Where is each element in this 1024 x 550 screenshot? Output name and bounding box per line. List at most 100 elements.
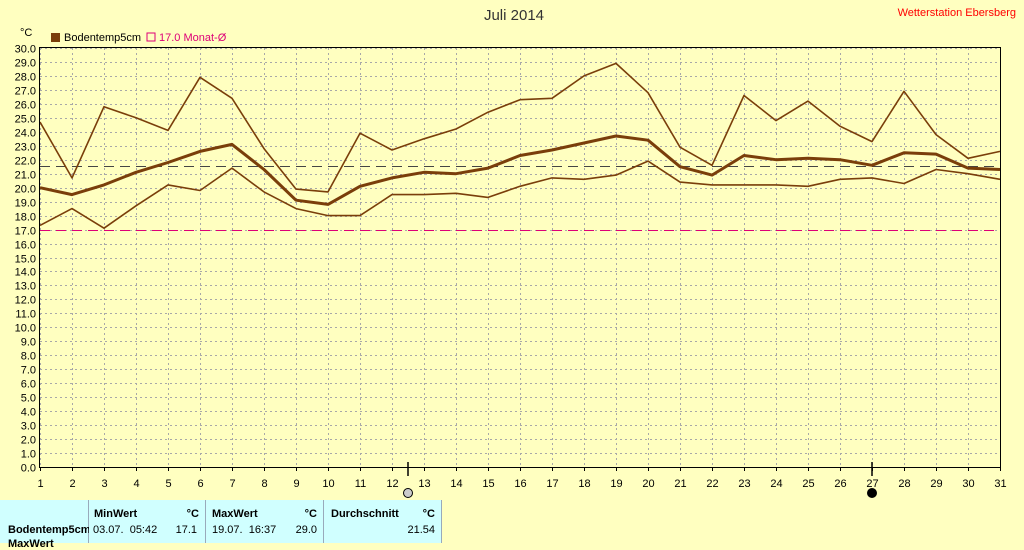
stats-label-column: Bodentemp5cm MaxWert [0, 500, 91, 550]
y-tick-label: 13.0 [15, 281, 36, 293]
min-value: 17.1 [175, 524, 197, 536]
statistics-table: Bodentemp5cm MaxWert MinWert °C 03.07. 0… [0, 500, 1024, 550]
x-tick-label: 22 [706, 478, 718, 490]
full-moon-icon [403, 488, 413, 498]
new-moon-icon [867, 488, 877, 498]
legend-series-label: Bodentemp5cm [64, 32, 141, 44]
y-tick-label: 26.0 [15, 100, 36, 112]
series-lines [39, 62, 1001, 229]
x-tick-label: 19 [610, 478, 622, 490]
series-line-max [39, 62, 1001, 193]
x-tick-label: 3 [101, 478, 107, 490]
y-tick-label: 22.0 [15, 156, 36, 168]
x-tick-label: 13 [418, 478, 430, 490]
y-tick-label: 9.0 [21, 337, 36, 349]
x-tick-label: 23 [738, 478, 750, 490]
y-tick-label: 3.0 [21, 421, 36, 433]
y-tick-label: 27.0 [15, 86, 36, 98]
stats-min-column: MinWert °C 03.07. 05:42 17.1 [89, 500, 206, 543]
avg-header: Durchschnitt [331, 508, 399, 520]
x-tick-label: 2 [69, 478, 75, 490]
y-tick-label: 14.0 [15, 267, 36, 279]
y-tick-label: 11.0 [15, 309, 36, 321]
y-tick-label: 17.0 [15, 226, 36, 238]
y-tick-label: 2.0 [21, 435, 36, 447]
x-tick-label: 29 [930, 478, 942, 490]
grid [40, 48, 1001, 471]
x-tick-label: 20 [642, 478, 654, 490]
x-tick-label: 1 [37, 478, 43, 490]
y-tick-label: 15.0 [15, 254, 36, 266]
y-tick-label: 20.0 [15, 184, 36, 196]
y-tick-label: 24.0 [15, 128, 36, 140]
y-tick-label: 28.0 [15, 72, 36, 84]
y-tick-label: 8.0 [21, 351, 36, 363]
x-tick-label: 27 [866, 478, 878, 490]
x-tick-label: 30 [962, 478, 974, 490]
y-tick-label: 1.0 [21, 449, 36, 461]
y-tick-label: 16.0 [15, 240, 36, 252]
x-tick-labels: 1 2 3 4 5 6 7 8 9 10 11 12 13 14 15 16 17 18 19 20 21 22 23 24 2… [37, 478, 1006, 490]
reference-lines [40, 166, 1000, 231]
stats-avg-column: Durchschnitt °C 21.54 [324, 500, 442, 543]
series-line-mean [39, 134, 1001, 206]
stats-row2-label: MaxWert [8, 538, 54, 550]
x-tick-label: 24 [770, 478, 782, 490]
y-tick-label: 6.0 [21, 379, 36, 391]
y-tick-label: 19.0 [15, 198, 36, 210]
max-time: 19.07. 16:37 [212, 524, 277, 536]
x-tick-label: 6 [197, 478, 203, 490]
avg-unit: °C [422, 508, 435, 520]
legend: Bodentemp5cm 17.0 Monat-Ø [51, 32, 227, 44]
moon-markers [403, 462, 877, 498]
x-tick-label: 4 [133, 478, 139, 490]
y-tick-label: 4.0 [21, 407, 36, 419]
legend-monthly-label: 17.0 Monat-Ø [159, 32, 227, 44]
x-tick-label: 8 [261, 478, 267, 490]
x-tick-label: 28 [898, 478, 910, 490]
x-tick-label: 16 [514, 478, 526, 490]
x-tick-label: 26 [834, 478, 846, 490]
x-tick-label: 14 [450, 478, 462, 490]
max-unit: °C [304, 508, 317, 520]
series-line-min [39, 160, 1001, 229]
x-tick-label: 9 [293, 478, 299, 490]
y-tick-label: 0.0 [21, 463, 36, 475]
max-value: 29.0 [295, 524, 317, 536]
x-tick-label: 17 [546, 478, 558, 490]
station-name: Wetterstation Ebersberg [898, 7, 1016, 19]
x-tick-label: 12 [386, 478, 398, 490]
x-tick-label: 5 [165, 478, 171, 490]
y-axis-unit: °C [20, 27, 32, 39]
x-tick-label: 15 [482, 478, 494, 490]
y-tick-label: 7.0 [21, 365, 36, 377]
avg-value: 21.54 [407, 524, 435, 536]
x-tick-label: 31 [994, 478, 1006, 490]
x-tick-label: 7 [229, 478, 235, 490]
plot-frame [39, 47, 1001, 468]
stats-max-column: MaxWert °C 19.07. 16:37 29.0 [206, 500, 324, 543]
y-tick-label: 12.0 [15, 295, 36, 307]
legend-series-swatch [51, 33, 60, 42]
y-tick-label: 10.0 [15, 323, 36, 335]
max-header: MaxWert [212, 508, 258, 520]
y-tick-label: 5.0 [21, 393, 36, 405]
y-tick-labels: 0.0 1.0 2.0 3.0 4.0 5.0 6.0 7.0 8.0 9.0 10.0 11.0 12… [15, 44, 36, 475]
x-tick-label: 11 [355, 478, 366, 490]
x-tick-label: 21 [674, 478, 686, 490]
y-tick-label: 30.0 [15, 44, 36, 56]
chart-title: Juli 2014 [484, 7, 544, 24]
y-tick-label: 18.0 [15, 212, 36, 224]
y-tick-label: 23.0 [15, 142, 36, 154]
y-tick-label: 25.0 [15, 114, 36, 126]
x-tick-label: 10 [322, 478, 334, 490]
x-tick-label: 18 [578, 478, 590, 490]
min-unit: °C [186, 508, 199, 520]
x-tick-label: 25 [802, 478, 814, 490]
min-time: 03.07. 05:42 [93, 524, 158, 536]
stats-row-label: Bodentemp5cm [8, 524, 91, 536]
chart: Juli 2014 Wetterstation Ebersberg Bodent… [15, 7, 1016, 498]
y-tick-label: 21.0 [15, 170, 36, 182]
y-tick-label: 29.0 [15, 58, 36, 70]
min-header: MinWert [94, 508, 138, 520]
